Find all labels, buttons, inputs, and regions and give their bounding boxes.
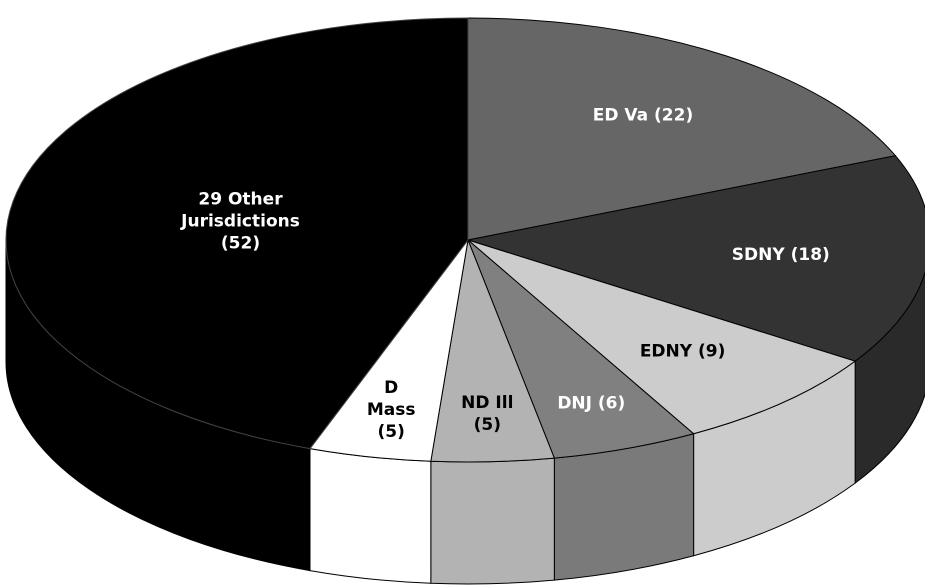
slice-label-line: D	[384, 378, 398, 398]
slice-label-nd-ill: ND Ill (5)	[461, 393, 513, 435]
pie-slice-edny	[467, 239, 857, 435]
slice-label-line: Mass	[367, 400, 416, 420]
pie-sides	[5, 239, 925, 585]
slice-label-line: DNJ (6)	[557, 394, 625, 414]
slice-label-dnj: DNJ (6)	[557, 394, 625, 414]
pie-slice-ed-va	[467, 17, 897, 241]
slice-label-sdny: SDNY (18)	[732, 245, 830, 265]
slice-label-line: 29 Other	[198, 190, 283, 210]
slice-label-29-other-jurisdictions: 29 Other Jurisdictions (52)	[180, 190, 300, 254]
slice-label-d-mass: D Mass (5)	[367, 378, 416, 442]
pie-labels: ED Va (22) SDNY (18) EDNY (9) DNJ (6) ND Ill…	[180, 106, 830, 443]
slice-label-line: ND Ill	[461, 393, 513, 413]
slice-label-ed-va: ED Va (22)	[593, 106, 693, 126]
slice-label-line: EDNY (9)	[640, 341, 726, 361]
pie-slice-dnj	[467, 239, 695, 459]
slice-label-line: SDNY (18)	[732, 245, 830, 265]
pie-top	[5, 17, 925, 463]
slice-label-line: (5)	[474, 415, 501, 435]
slice-label-line: (52)	[221, 234, 260, 254]
slice-label-edny: EDNY (9)	[640, 341, 726, 361]
slice-label-line: Jurisdictions	[180, 212, 300, 232]
pie-side-nd-ill	[430, 457, 555, 585]
pie-side-d-mass	[309, 448, 432, 584]
pie-slice-29-other-jurisdictions	[5, 17, 469, 450]
slice-label-line: ED Va (22)	[593, 106, 693, 126]
slice-label-line: (5)	[378, 422, 405, 442]
pie-slice-sdny	[467, 155, 925, 362]
